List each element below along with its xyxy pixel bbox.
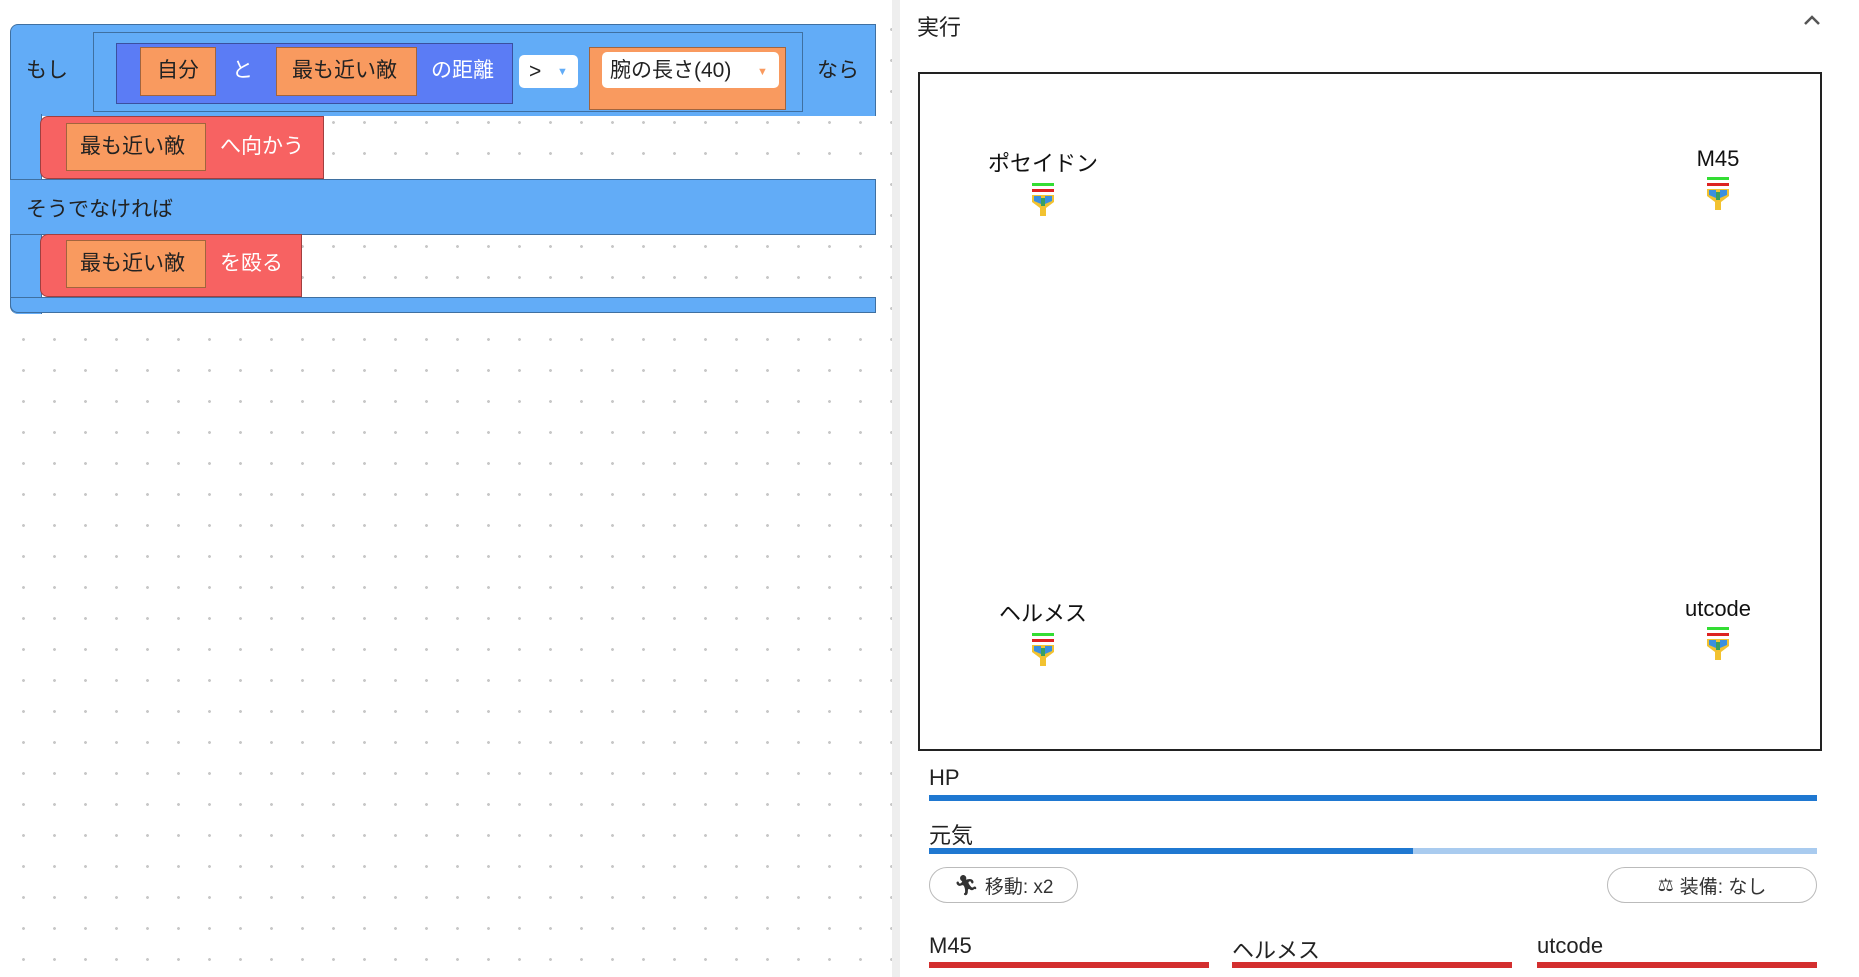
equipment-label: 装備: なし <box>1679 876 1767 898</box>
enemy-hp-bar <box>929 962 1209 968</box>
action-label: を殴る <box>220 252 283 275</box>
enemy-hp-bar <box>1232 962 1512 968</box>
arm-length-value: 腕の長さ(40) <box>610 59 732 82</box>
nearest-enemy-block[interactable] <box>276 47 417 96</box>
character-name: M45 <box>1696 146 1740 171</box>
energy-label: 元気 <box>929 823 974 848</box>
character-name: ヘルメス <box>998 601 1087 626</box>
and-label: と <box>232 59 253 82</box>
game-canvas <box>918 72 1822 751</box>
operator-dropdown[interactable] <box>519 55 578 88</box>
target-label: 最も近い敵 <box>80 252 185 275</box>
character-sprite-icon <box>1032 183 1054 216</box>
then-label: なら <box>817 59 859 82</box>
character: M45 <box>1618 146 1818 217</box>
character-name: ポセイドン <box>987 151 1098 176</box>
else-band <box>10 179 876 235</box>
enemy-name: M45 <box>929 933 972 958</box>
dropdown-arrow-icon: ▼ <box>757 66 768 78</box>
scale-icon: ⚖︎ <box>1657 874 1674 895</box>
character-sprite-icon <box>1032 633 1054 666</box>
character-name: utcode <box>1684 596 1752 621</box>
nearest-enemy-block[interactable] <box>66 240 206 288</box>
distance-label: の距離 <box>431 59 494 82</box>
character: utcode <box>1618 596 1818 667</box>
if-label: もし <box>26 59 68 82</box>
dropdown-arrow-icon: ▼ <box>557 66 568 78</box>
enemy-name: utcode <box>1537 933 1604 958</box>
self-block[interactable] <box>140 47 216 96</box>
move-speed-label: 移動: x2 <box>984 876 1054 898</box>
character: ポセイドン <box>943 146 1143 223</box>
nearest-enemy-label: 最も近い敵 <box>292 59 397 82</box>
running-icon: 🏃︎ <box>953 874 979 897</box>
self-label: 自分 <box>157 59 199 82</box>
hp-bar <box>929 795 1817 801</box>
target-label: 最も近い敵 <box>80 135 185 158</box>
else-label: そうでなければ <box>26 198 173 221</box>
if-block-bottom <box>10 297 876 313</box>
chevron-up-icon[interactable] <box>1800 8 1824 32</box>
panel-title: 実行 <box>917 15 962 40</box>
character: ヘルメス <box>943 596 1143 673</box>
character-sprite-icon <box>1707 627 1729 660</box>
action-label: へ向かう <box>220 135 304 158</box>
panel-divider[interactable] <box>892 0 900 977</box>
block-workspace[interactable]: もし そうでなければ なら 自分 と 最も近い敵 の距離 > ▼ 腕の長さ(40… <box>0 0 892 977</box>
character-sprite-icon <box>1707 177 1729 210</box>
energy-bar <box>929 848 1817 854</box>
hp-label: HP <box>929 765 960 790</box>
arm-length-dropdown[interactable] <box>602 52 779 88</box>
move-speed-button[interactable]: 🏃︎ 移動: x2 <box>929 867 1078 903</box>
enemy-name: ヘルメス <box>1232 938 1321 963</box>
operator-value: > <box>529 60 542 83</box>
equipment-button[interactable]: ⚖︎ 装備: なし <box>1607 867 1817 903</box>
nearest-enemy-block[interactable] <box>66 123 206 171</box>
enemy-hp-bar <box>1537 962 1817 968</box>
